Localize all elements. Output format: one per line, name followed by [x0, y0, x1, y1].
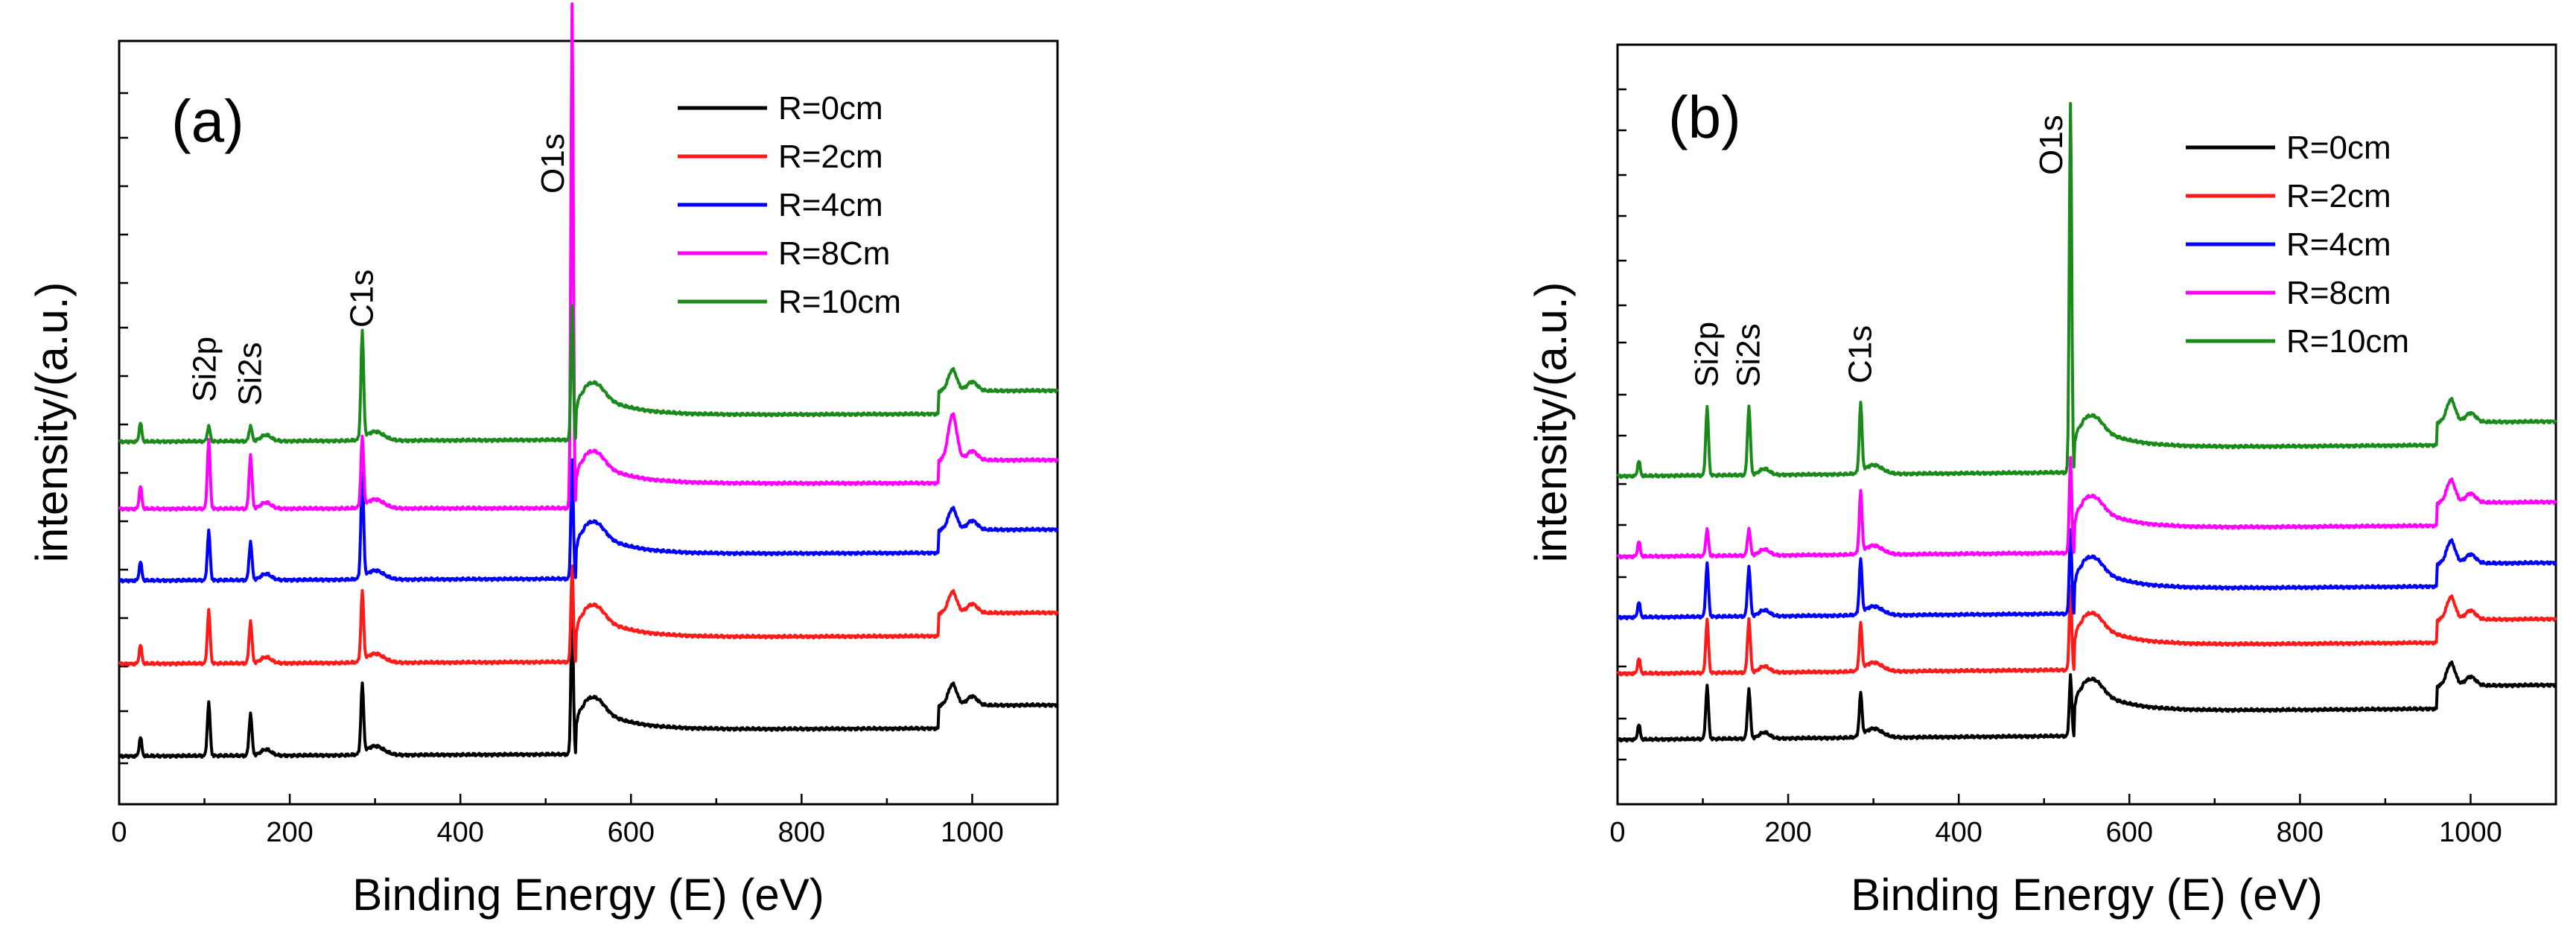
- legend-entry-label: R=0cm: [778, 90, 883, 127]
- peak-label-c1s: C1s: [1842, 325, 1878, 384]
- series-line-r0cm: [1616, 661, 2557, 743]
- legend-entry-label: R=8Cm: [778, 235, 890, 272]
- legend-entry-label: R=8cm: [2286, 275, 2391, 311]
- series-line-r2cm: [118, 564, 1059, 667]
- panel-a-label: (a): [171, 88, 244, 154]
- peak-label-si2s: Si2s: [232, 342, 268, 406]
- panel-b-traces: [1616, 102, 2557, 743]
- x-tick-label: 600: [2106, 817, 2153, 848]
- x-tick-label: 1000: [2439, 817, 2502, 848]
- x-tick-label: 800: [2277, 817, 2324, 848]
- x-tick-label: 800: [778, 817, 825, 848]
- panel-a-y-ticks: [119, 92, 128, 765]
- legend-entry-label: R=10cm: [778, 284, 901, 320]
- panel-b-label: (b): [1668, 84, 1741, 150]
- legend-entry-label: R=2cm: [2286, 178, 2391, 214]
- panel-a-traces: [118, 2, 1059, 760]
- panel-b-y-axis-label: intensity/(a.u.): [1526, 282, 1576, 563]
- peak-label-si2s: Si2s: [1730, 323, 1766, 387]
- panel-a-legend: R=0cm R=2cm R=4cm R=8Cm R=10cm: [678, 90, 901, 320]
- legend-entry-label: R=4cm: [778, 187, 883, 223]
- panel-b-x-ticks: 0 200 400 600 800 1000: [1609, 794, 2502, 848]
- x-tick-label: 0: [1609, 817, 1625, 848]
- legend-entry-label: R=0cm: [2286, 130, 2391, 166]
- panel-a-x-ticks: 0 200 400 600 800 1000: [111, 794, 1004, 848]
- panel-a-plot-frame: [118, 39, 1059, 806]
- peak-label-si2p: Si2p: [186, 337, 223, 402]
- peak-label-si2p: Si2p: [1688, 322, 1725, 387]
- x-tick-label: 0: [111, 817, 127, 848]
- panel-b-peak-annotations: Si2p Si2s C1s O1s: [1688, 115, 2070, 387]
- series-line-r10cm: [1616, 102, 2557, 480]
- legend-entry-label: R=2cm: [778, 139, 883, 175]
- peak-label-o1s: O1s: [2033, 115, 2070, 175]
- panel-b-x-axis-label: Binding Energy (E) (eV): [1851, 870, 2323, 920]
- x-tick-label: 400: [1935, 817, 1982, 848]
- x-tick-label: 1000: [941, 817, 1004, 848]
- panel-b-plot-frame: [1616, 43, 2557, 806]
- x-tick-label: 200: [1764, 817, 1811, 848]
- x-tick-label: 400: [436, 817, 483, 848]
- peak-label-c1s: C1s: [343, 270, 380, 328]
- x-tick-label: 600: [608, 817, 655, 848]
- series-line-r2cm: [1616, 584, 2557, 677]
- legend-entry-label: R=4cm: [2286, 226, 2391, 263]
- series-line-r4cm: [118, 458, 1059, 584]
- series-line-r4cm: [1616, 528, 2557, 620]
- panel-b-legend: R=0cm R=2cm R=4cm R=8cm R=10cm: [2186, 130, 2409, 360]
- x-tick-label: 200: [266, 817, 313, 848]
- series-line-r0cm: [118, 607, 1059, 760]
- panel-a-peak-annotations: Si2p Si2s C1s O1s: [186, 133, 571, 406]
- series-line-r8cm: [118, 2, 1059, 512]
- panel-a-x-axis-label: Binding Energy (E) (eV): [352, 870, 824, 920]
- series-line-r10cm: [118, 304, 1059, 445]
- series-line-r8cm: [1616, 456, 2557, 560]
- panel-a-y-axis-label: intensity/(a.u.): [27, 282, 77, 563]
- peak-label-o1s: O1s: [535, 133, 571, 194]
- legend-entry-label: R=10cm: [2286, 323, 2409, 360]
